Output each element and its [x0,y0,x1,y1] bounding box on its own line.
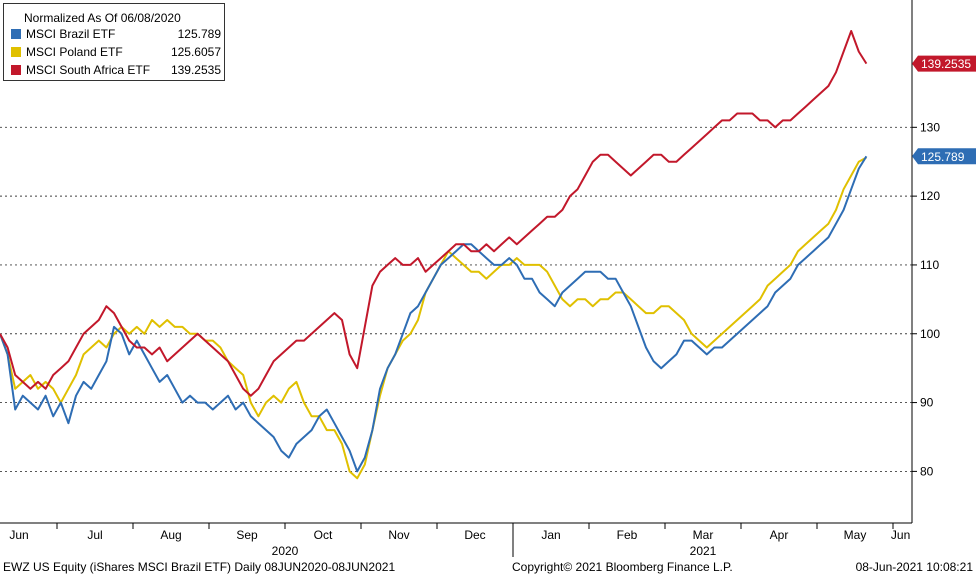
y-tick-label: 130 [920,120,940,134]
y-tick-label: 110 [920,258,939,272]
x-tick-label: Jan [541,528,560,542]
last-value-labels: 139.2535 125.789 [912,55,976,165]
legend-item-poland: MSCI Poland ETF 125.6057 [11,45,221,59]
y-tick-label: 80 [920,464,934,478]
legend-swatch-south-africa [11,65,21,75]
x-tick-label: Feb [617,528,638,542]
legend-label-south-africa: MSCI South Africa ETF [26,63,151,77]
y-tick-label: 120 [920,189,940,203]
x-tick-label: May [844,528,867,542]
x-tick-label: Sep [236,528,258,542]
legend-value-south-africa: 139.2535 [170,63,221,77]
footer-timestamp: 08-Jun-2021 10:08:21 [855,560,973,574]
x-tick-label: Jul [87,528,102,542]
last-value-tag [912,55,976,72]
last-value-text: 139.2535 [921,57,971,71]
gridlines [0,126,912,472]
series-lines [0,30,868,480]
legend-swatch-brazil [11,29,21,39]
x-tick-label: Nov [388,528,409,542]
legend: Normalized As Of 06/08/2020 MSCI Brazil … [3,3,225,81]
last-value-text: 125.789 [921,150,965,164]
y-tick-label: 100 [920,327,940,341]
x-tick-label: Jun [891,528,910,542]
legend-item-south-africa: MSCI South Africa ETF 139.2535 [11,63,221,77]
x-tick-label: Dec [464,528,485,542]
legend-item-brazil: MSCI Brazil ETF 125.789 [11,27,221,41]
legend-value-poland: 125.6057 [170,45,221,59]
y-axis-ticks: 80 90 100 110 120 130 [912,120,940,478]
x-tick-label: Jun [9,528,28,542]
legend-label-poland: MSCI Poland ETF [26,45,123,59]
x-tick-label: Apr [770,528,789,542]
legend-value-brazil: 125.789 [177,27,221,41]
x-tick-label: Aug [160,528,181,542]
last-value-tag [912,148,976,165]
x-tick-label: Oct [314,528,333,542]
series-line-msci-south-africa-etf [0,30,868,397]
series-line-msci-brazil-etf [0,155,868,473]
chart-title: Normalized As Of 06/08/2020 [24,11,181,25]
axes [0,0,913,524]
legend-label-brazil: MSCI Brazil ETF [26,27,116,41]
footer-ticker-info: EWZ US Equity (iShares MSCI Brazil ETF) … [3,560,396,574]
footer-copyright: Copyright© 2021 Bloomberg Finance L.P. [512,560,733,574]
y-tick-label: 90 [920,396,934,410]
legend-swatch-poland [11,47,21,57]
x-year-label: 2020 [272,544,299,558]
series-line-msci-poland-etf [0,156,867,480]
x-axis-ticks: Jun Jul Aug Sep Oct Nov Dec Jan Feb Mar Apr May Jun 2… [9,523,910,558]
x-tick-label: Mar [693,528,714,542]
x-year-label: 2021 [690,544,717,558]
